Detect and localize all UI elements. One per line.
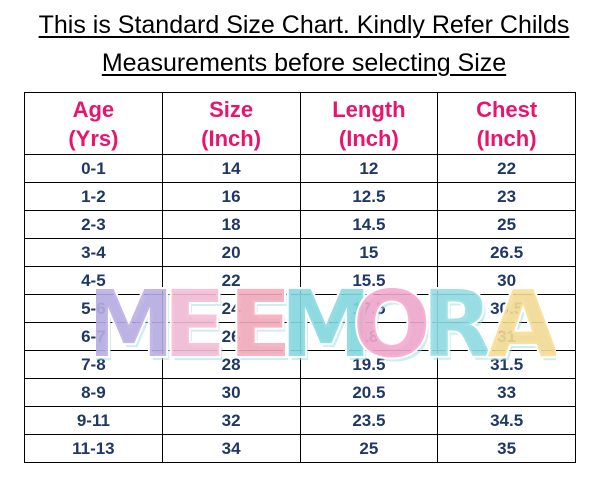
cell-length: 18	[299, 322, 439, 351]
cell-length: 23.5	[299, 406, 439, 435]
cell-length: 17.5	[299, 294, 439, 323]
cell-chest: 34.5	[437, 406, 576, 435]
table-row: 2-3 18 14.5 25	[24, 210, 576, 239]
chart-title-line-2: Measurements before selecting Size	[101, 49, 507, 77]
cell-size: 32	[161, 406, 301, 435]
chart-title-line-1: This is Standard Size Chart. Kindly Refe…	[38, 11, 570, 39]
cell-length: 12	[299, 154, 439, 183]
cell-length: 14.5	[299, 210, 439, 239]
size-chart-table: Age (Yrs) Size (Inch) Length (Inch) Chest (I…	[24, 92, 576, 463]
cell-length: 20.5	[299, 378, 439, 407]
cell-age: 5-6	[24, 294, 163, 323]
table-row: 9-11 32 23.5 34.5	[24, 406, 576, 435]
table-row: 6-7 26 18 31	[24, 322, 576, 351]
cell-age: 0-1	[24, 154, 163, 183]
column-header-size: Size (Inch)	[161, 92, 301, 155]
cell-size: 14	[161, 154, 301, 183]
cell-size: 30	[161, 378, 301, 407]
cell-length: 15.5	[299, 266, 439, 295]
cell-length: 19.5	[299, 350, 439, 379]
cell-chest: 23	[437, 182, 576, 211]
cell-size: 18	[161, 210, 301, 239]
cell-chest: 25	[437, 210, 576, 239]
cell-chest: 30.5	[437, 294, 576, 323]
cell-chest: 22	[437, 154, 576, 183]
table-row: 7-8 28 19.5 31.5	[24, 350, 576, 379]
column-header-chest: Chest (Inch)	[437, 92, 576, 155]
cell-size: 24	[161, 294, 301, 323]
cell-age: 3-4	[24, 238, 163, 267]
cell-chest: 33	[437, 378, 576, 407]
cell-age: 8-9	[24, 378, 163, 407]
table-row: 5-6 24 17.5 30.5	[24, 294, 576, 323]
cell-length: 25	[299, 434, 439, 463]
cell-length: 12.5	[299, 182, 439, 211]
cell-size: 28	[161, 350, 301, 379]
table-row: 0-1 14 12 22	[24, 154, 576, 183]
cell-size: 20	[161, 238, 301, 267]
cell-age: 7-8	[24, 350, 163, 379]
cell-age: 9-11	[24, 406, 163, 435]
cell-chest: 26.5	[437, 238, 576, 267]
table-row: 11-13 34 25 35	[24, 434, 576, 463]
column-header-length: Length (Inch)	[299, 92, 439, 155]
cell-age: 1-2	[24, 182, 163, 211]
cell-age: 2-3	[24, 210, 163, 239]
column-header-age: Age (Yrs)	[24, 92, 163, 155]
cell-chest: 30	[437, 266, 576, 295]
header-row: Age (Yrs) Size (Inch) Length (Inch) Chest (I…	[24, 92, 576, 155]
cell-chest: 35	[437, 434, 576, 463]
cell-chest: 31	[437, 322, 576, 351]
table-row: 8-9 30 20.5 33	[24, 378, 576, 407]
table-row: 1-2 16 12.5 23	[24, 182, 576, 211]
table-row: 4-5 22 15.5 30	[24, 266, 576, 295]
cell-size: 22	[161, 266, 301, 295]
cell-age: 6-7	[24, 322, 163, 351]
cell-length: 15	[299, 238, 439, 267]
cell-size: 26	[161, 322, 301, 351]
cell-age: 11-13	[24, 434, 163, 463]
cell-size: 34	[161, 434, 301, 463]
cell-size: 16	[161, 182, 301, 211]
table-row: 3-4 20 15 26.5	[24, 238, 576, 267]
cell-chest: 31.5	[437, 350, 576, 379]
cell-age: 4-5	[24, 266, 163, 295]
